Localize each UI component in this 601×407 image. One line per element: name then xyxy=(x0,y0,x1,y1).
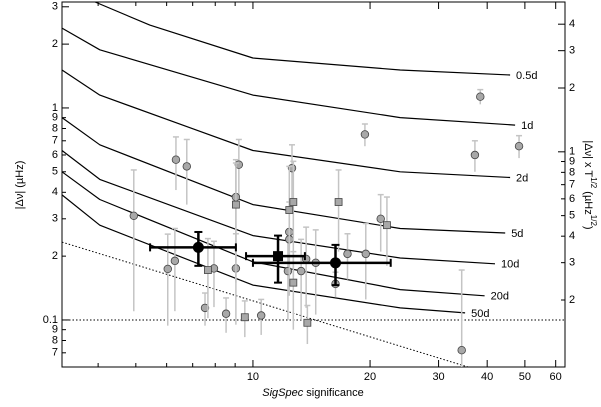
point xyxy=(514,142,524,151)
sensitivity-curve xyxy=(61,27,516,126)
y-tick-label: 5 xyxy=(52,166,58,178)
point xyxy=(383,221,391,230)
point xyxy=(240,313,249,322)
point xyxy=(470,150,480,160)
sensitivity-curve xyxy=(94,1,511,76)
x-tick-label: 50 xyxy=(519,371,531,383)
y2-tick-label: 9 xyxy=(569,155,575,167)
point xyxy=(296,266,306,276)
y2-tick-label: 8 xyxy=(569,166,575,178)
x-tick-label: 10 xyxy=(247,371,259,383)
x-tick-label: 20 xyxy=(364,371,376,383)
curve-label: 5d xyxy=(511,228,523,240)
y2-tick-label: 6 xyxy=(569,193,575,205)
y2-tick-label: 1 xyxy=(569,146,575,158)
y-axis-label: |Δν| (µHz) xyxy=(14,161,26,210)
point xyxy=(476,92,485,101)
y2-tick-label: 3 xyxy=(569,45,575,57)
y2-tick-label: 7 xyxy=(569,179,575,191)
point xyxy=(361,249,370,259)
curve-label: 10d xyxy=(501,259,519,271)
mean-point xyxy=(273,251,284,262)
sensitivity-curve xyxy=(61,194,466,314)
sensitivity-curve xyxy=(61,117,506,234)
y2-tick-label: 2 xyxy=(569,294,575,306)
point xyxy=(129,211,138,220)
plot-frame xyxy=(61,1,566,368)
point xyxy=(334,198,343,206)
point xyxy=(204,266,212,274)
sensitivity-curve xyxy=(61,171,485,297)
y-tick-label: 4 xyxy=(52,186,58,198)
curve-label: 1d xyxy=(521,120,533,132)
point xyxy=(182,162,191,171)
x-axis-label: SigSpec significance xyxy=(262,387,364,399)
point xyxy=(256,311,266,320)
point xyxy=(376,214,385,224)
curve-label: 2d xyxy=(516,172,528,184)
y-tick-label: 3 xyxy=(52,1,58,13)
y2-tick-label: 2 xyxy=(569,82,575,94)
y-tick-label: 7 xyxy=(52,135,58,147)
y-tick-label: 2 xyxy=(52,250,58,262)
point xyxy=(283,266,293,276)
y2-tick-label: 4 xyxy=(569,230,575,242)
y-tick-label: 9 xyxy=(52,324,58,336)
y-tick-label: 6 xyxy=(52,149,58,161)
dotted-line xyxy=(61,241,469,368)
y2-tick-label: 3 xyxy=(569,257,575,269)
sensitivity-curve xyxy=(61,69,511,179)
x-tick-label: 40 xyxy=(481,371,493,383)
point xyxy=(163,264,172,274)
point xyxy=(457,346,466,355)
point xyxy=(289,278,298,287)
point xyxy=(200,303,210,313)
mean-point xyxy=(192,241,204,253)
y-tick-label: 3 xyxy=(52,213,58,225)
curve-label: 50d xyxy=(471,308,489,320)
sensitivity-curve xyxy=(61,150,496,265)
y-tick-label: 8 xyxy=(52,334,58,346)
y2-tick-label: 4 xyxy=(569,18,575,30)
point xyxy=(360,130,370,139)
curve-label: 20d xyxy=(491,291,509,303)
point xyxy=(170,256,180,266)
y2-axis-label: |Δν| x T1/2 (µHz1/2) xyxy=(582,140,598,229)
point xyxy=(303,318,312,327)
point xyxy=(285,206,294,214)
point xyxy=(231,200,240,209)
mean-point xyxy=(329,257,341,269)
x-tick-label: 30 xyxy=(432,371,444,383)
y2-tick-label: 5 xyxy=(569,210,575,222)
y-tick-label: 0.1 xyxy=(43,314,58,326)
point xyxy=(171,155,181,164)
y-tick-label: 8 xyxy=(52,122,58,134)
y-tick-label: 2 xyxy=(52,38,58,50)
y-tick-label: 7 xyxy=(52,347,58,359)
curve-label: 0.5d xyxy=(516,70,537,82)
y-tick-label: 1 xyxy=(52,102,58,114)
y-tick-label: 9 xyxy=(52,112,58,124)
point xyxy=(289,198,298,206)
x-tick-label: 60 xyxy=(550,371,562,383)
point xyxy=(343,249,352,259)
point xyxy=(221,309,231,318)
